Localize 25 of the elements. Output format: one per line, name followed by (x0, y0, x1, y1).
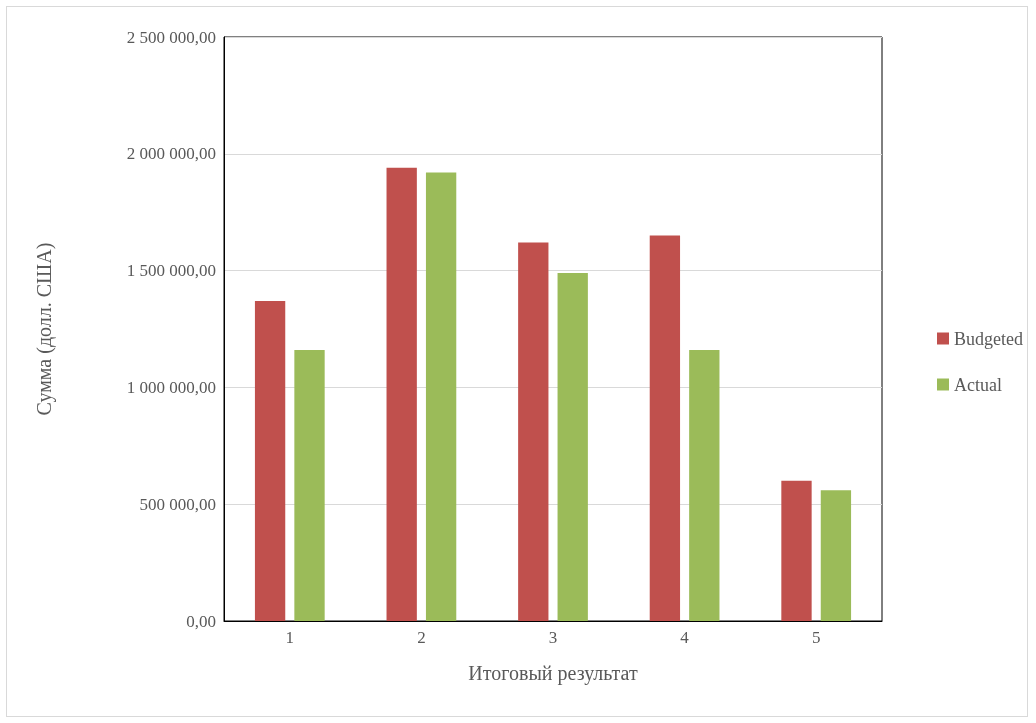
legend-label: Budgeted (954, 328, 1024, 349)
x-tick-label: 3 (548, 628, 558, 647)
bar (781, 480, 812, 621)
y-tick-label: 1 000 000,00 (126, 377, 216, 397)
bar (254, 300, 286, 621)
y-axis-title: Сумма (долл. США) (33, 242, 56, 416)
legend-label: Actual (954, 374, 1002, 395)
x-axis-title: Итоговый результат (468, 662, 638, 685)
y-tick-label: 2 000 000,00 (126, 144, 216, 164)
x-tick-label: 4 (680, 628, 690, 647)
bar (689, 350, 720, 621)
bar (425, 172, 457, 621)
bar (386, 167, 417, 621)
bar (518, 242, 549, 621)
x-tick-label: 5 (811, 628, 821, 647)
x-tick-label: 2 (417, 628, 426, 647)
y-tick-label: 500 000,00 (139, 494, 216, 514)
x-tick-label: 1 (285, 628, 295, 647)
bar (820, 490, 852, 621)
bar (649, 235, 681, 621)
y-tick-label: 2 500 000,00 (126, 27, 216, 47)
bar (557, 272, 588, 621)
bar (294, 350, 325, 621)
y-tick-label: 1 500 000,00 (126, 261, 216, 281)
y-tick-label: 0,00 (186, 611, 216, 631)
